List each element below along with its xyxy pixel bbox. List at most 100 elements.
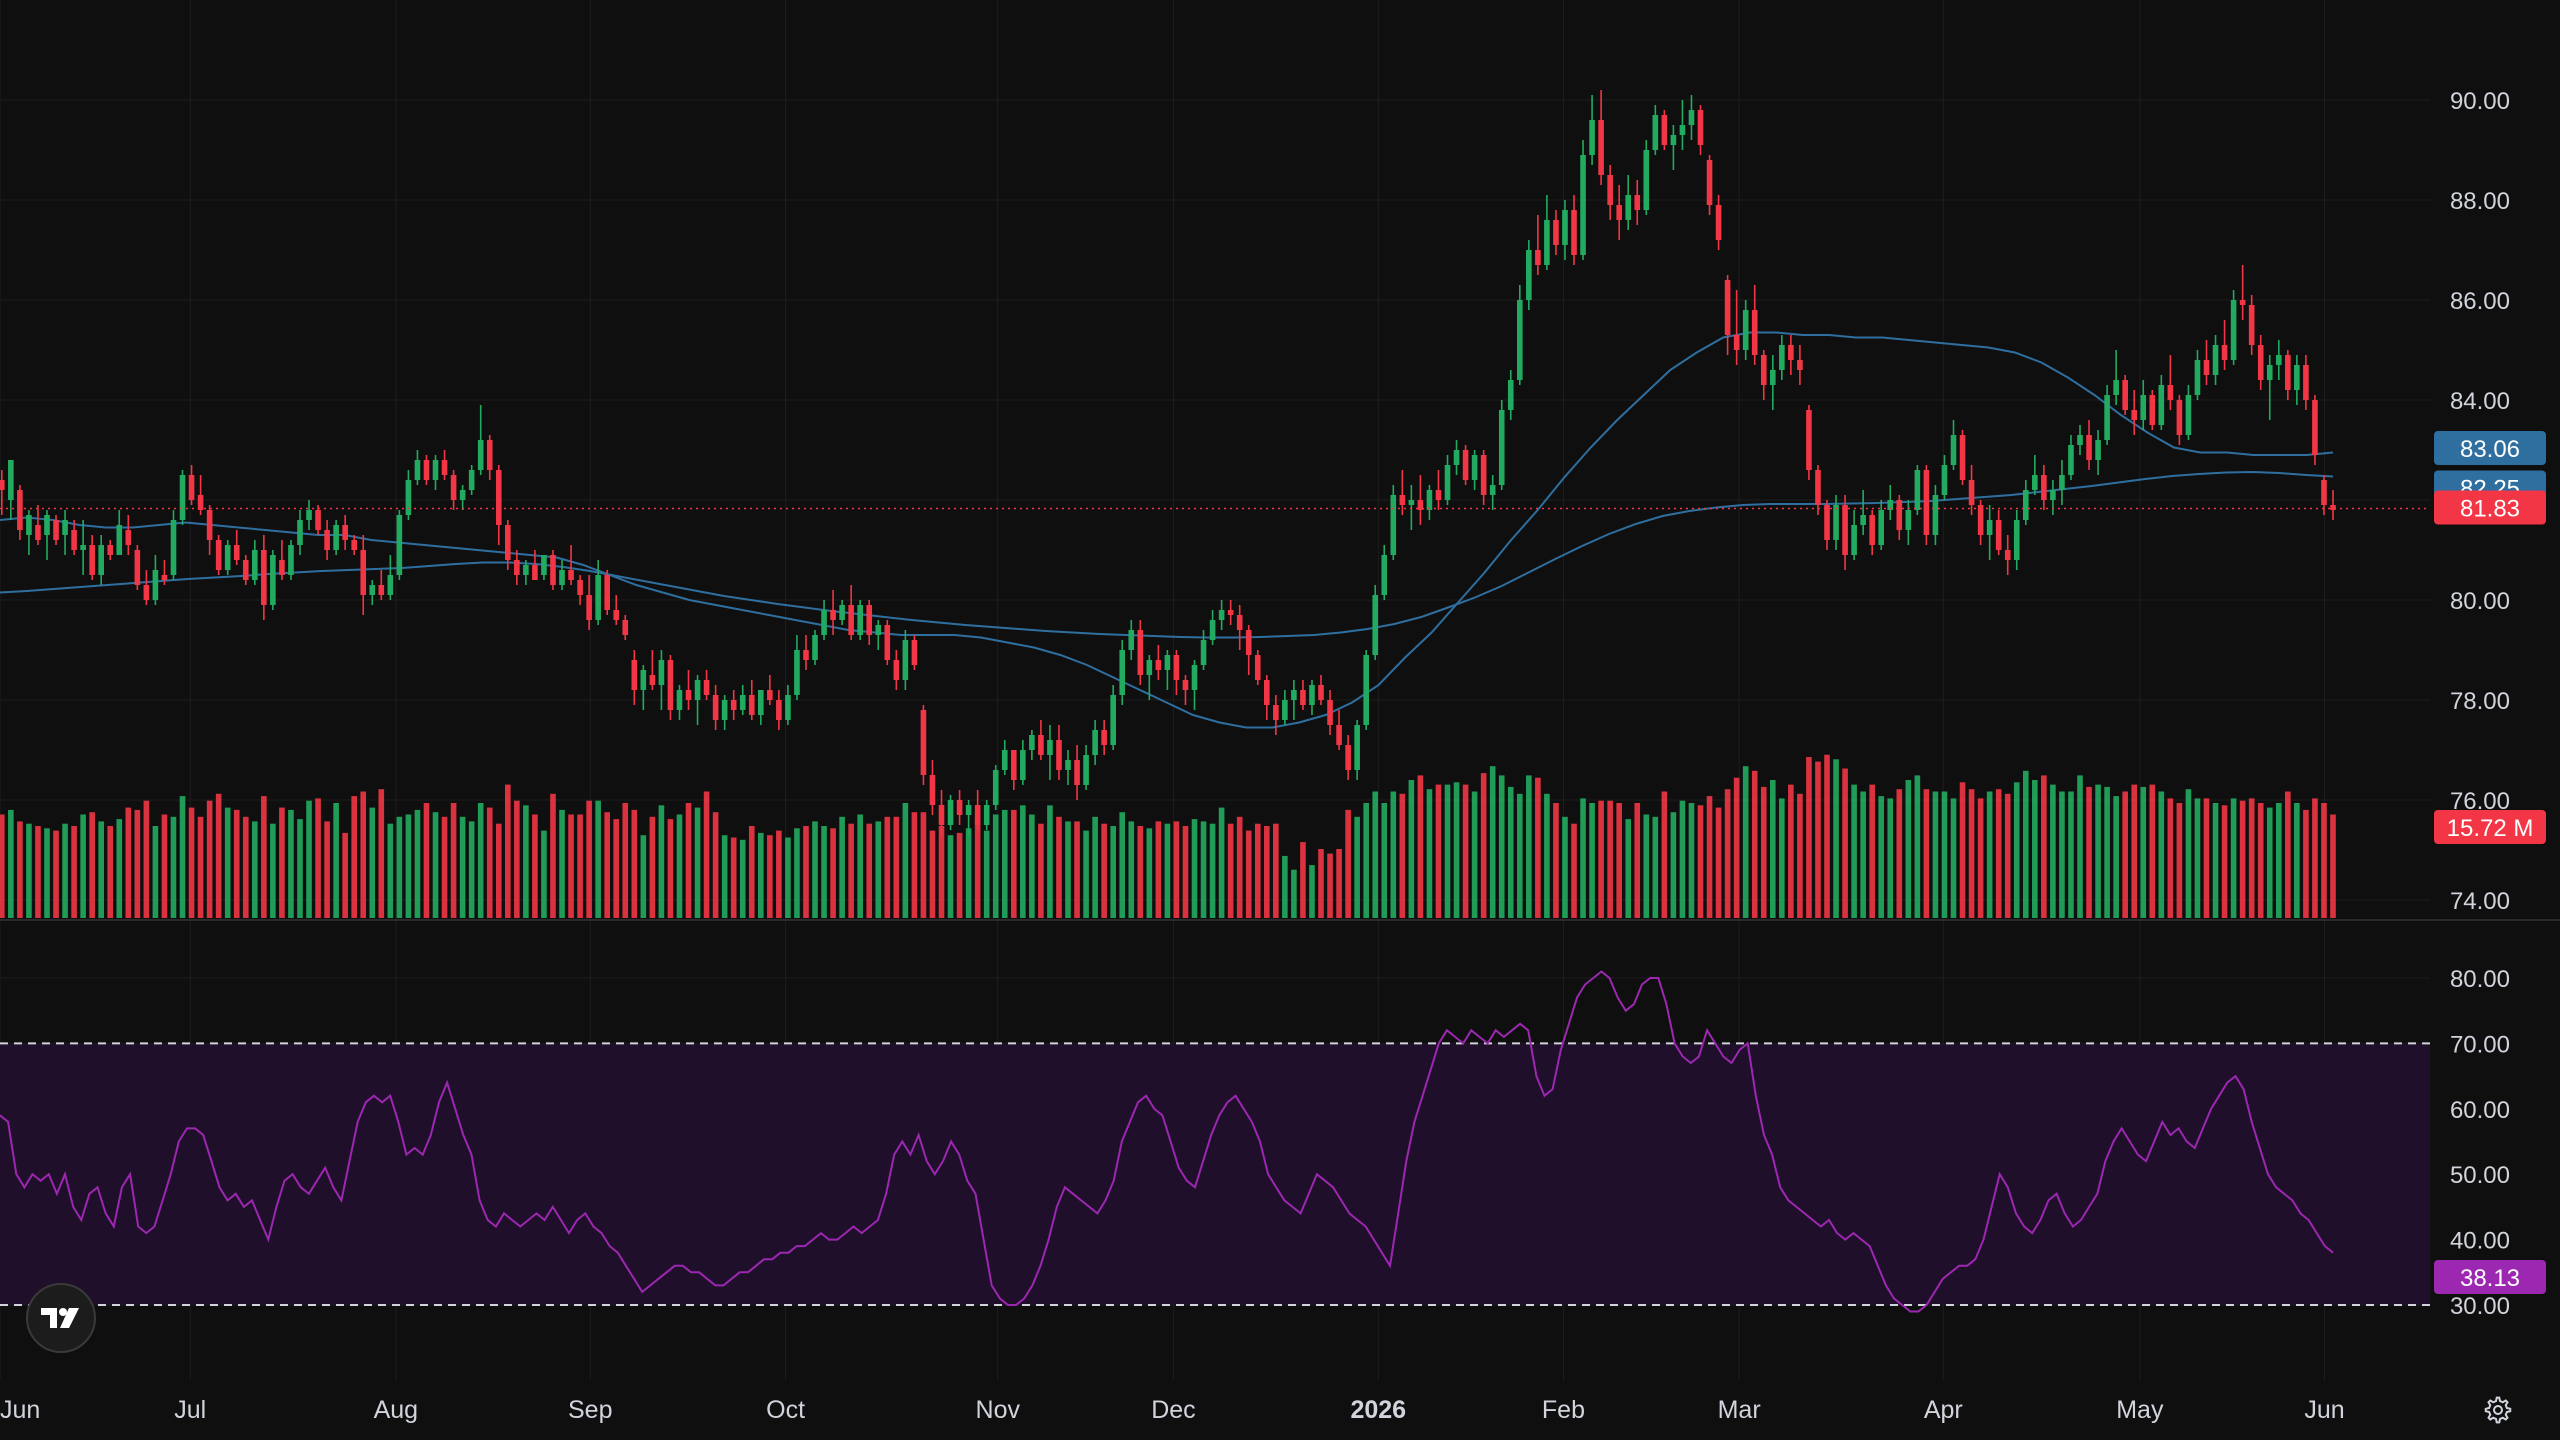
volume-bar	[622, 803, 629, 918]
candle-body	[351, 540, 357, 550]
candle-body	[667, 660, 674, 710]
candle-body	[1010, 750, 1017, 780]
volume-bar	[2330, 814, 2336, 918]
volume-bar	[242, 816, 249, 918]
candle-body	[44, 515, 50, 535]
volume-bar	[1688, 803, 1695, 918]
candle-body	[875, 625, 882, 635]
candle-body	[2167, 385, 2174, 400]
candle-body	[1471, 455, 1478, 480]
volume-bar	[712, 812, 719, 918]
candle-body	[468, 470, 475, 490]
price-tick-label: 86.00	[2450, 288, 2510, 315]
ma-slow-line	[0, 470, 2334, 639]
gear-icon[interactable]	[2478, 1390, 2518, 1430]
candle-body	[333, 525, 339, 550]
volume-bar	[1291, 869, 1297, 918]
volume-bar	[821, 826, 827, 918]
price-tick-label: 78.00	[2450, 688, 2510, 715]
volume-bar	[568, 814, 574, 918]
candle-body	[902, 640, 909, 680]
candle-body	[405, 480, 412, 515]
volume-bar	[378, 789, 385, 918]
candle-body	[1101, 730, 1107, 745]
candle-body	[541, 555, 547, 575]
price-badge-bg	[2434, 431, 2546, 465]
volume-bar	[1273, 823, 1279, 918]
volume-bar	[459, 816, 466, 918]
volume-bar	[2203, 798, 2210, 918]
volume-bar	[1327, 853, 1333, 918]
volume-bar	[794, 828, 800, 918]
time-tick-label: Feb	[1542, 1396, 1585, 1424]
candle-body	[1146, 660, 1153, 675]
candle-body	[1453, 450, 1460, 465]
candle-body	[1209, 620, 1216, 640]
candle-body	[71, 530, 77, 550]
candle-body	[1589, 120, 1595, 155]
volume-bar	[1598, 800, 1604, 918]
candle-body	[1381, 555, 1388, 595]
rsi-tick-label: 40.00	[2450, 1228, 2510, 1255]
candle-body	[622, 620, 629, 635]
volume-bar	[992, 814, 999, 918]
candle-body	[2095, 440, 2101, 460]
volume-bar	[1652, 816, 1659, 918]
volume-bar	[1616, 803, 1622, 918]
volume-bar	[938, 826, 945, 918]
candle-body	[821, 610, 827, 635]
volume-bar	[143, 800, 150, 918]
candle-body	[2266, 365, 2273, 380]
candle-body	[297, 520, 303, 545]
volume-bar	[1679, 800, 1686, 918]
time-axis[interactable]: Jun Jul Aug Sep Oct Nov Dec 2026 Feb Mar Apr May Jun	[0, 1396, 2345, 1424]
volume-bar	[116, 819, 123, 918]
volume-bar	[468, 821, 475, 918]
candle-body	[161, 575, 168, 580]
candle-body	[1462, 450, 1469, 480]
volume-bar	[1038, 823, 1044, 918]
candle-body	[523, 565, 529, 575]
candle-body	[1408, 500, 1415, 505]
candle-body	[2068, 445, 2074, 475]
tradingview-logo-icon[interactable]	[26, 1283, 96, 1353]
candle-body	[694, 680, 701, 700]
rsi-axis[interactable]: 80.00 70.00 60.00 50.00 40.00 30.00	[2450, 966, 2510, 1320]
volume-bar	[1363, 803, 1369, 918]
candle-body	[1932, 495, 1939, 535]
candle-body	[1706, 160, 1713, 205]
volume-bar	[1887, 798, 1894, 918]
volume-bar	[152, 826, 159, 918]
candle-body	[1959, 435, 1966, 480]
volume-bar	[1137, 826, 1144, 918]
volume-bar	[2131, 784, 2138, 918]
volume-bar	[179, 796, 186, 918]
candle-body	[1968, 480, 1975, 505]
candle-body	[360, 550, 367, 595]
candle-body	[1074, 760, 1080, 785]
volume-bar	[2239, 800, 2246, 918]
volume-bar	[1471, 791, 1478, 918]
candle-body	[559, 570, 565, 585]
volume-bar	[1607, 800, 1613, 918]
volume-bar	[1562, 816, 1568, 918]
candle-body	[1273, 705, 1279, 720]
candle-body	[739, 695, 746, 710]
candle-body	[2185, 395, 2192, 435]
candle-body	[62, 520, 68, 535]
candle-body	[1905, 510, 1912, 530]
candle-body	[794, 650, 800, 695]
candle-body	[2077, 435, 2083, 445]
candle-body	[2321, 480, 2327, 505]
candle-body	[2113, 380, 2119, 395]
volume-bar	[2303, 809, 2309, 918]
candle-body	[179, 475, 186, 520]
candle-body	[2131, 410, 2138, 420]
candle-body	[1065, 760, 1071, 770]
volume-bar	[2013, 782, 2020, 918]
volume-bar	[1977, 798, 1984, 918]
volume-bar	[0, 814, 5, 918]
candle-body	[1598, 120, 1604, 175]
